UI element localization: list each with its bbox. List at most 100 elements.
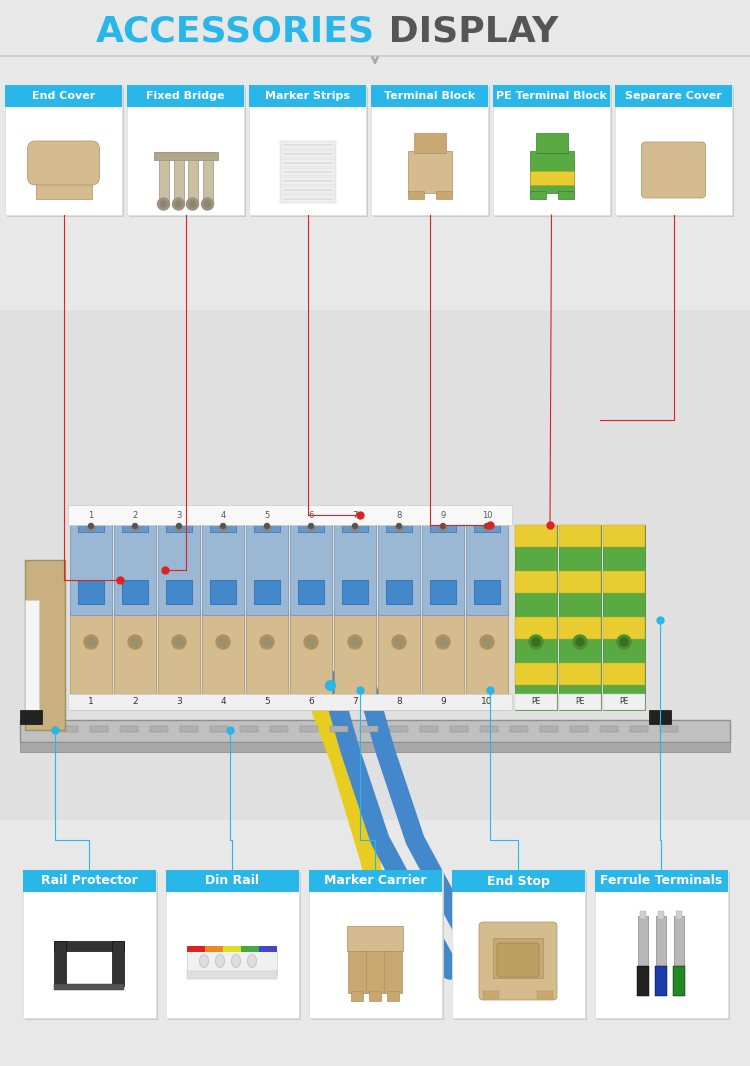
Text: 7: 7 <box>352 697 358 707</box>
Circle shape <box>133 523 137 529</box>
Bar <box>150 726 168 732</box>
Bar <box>310 872 443 1020</box>
Bar <box>298 520 324 532</box>
Text: PE: PE <box>531 697 541 707</box>
Circle shape <box>88 523 94 529</box>
Circle shape <box>573 635 587 649</box>
Bar <box>603 694 645 710</box>
Bar <box>390 726 408 732</box>
Bar <box>20 710 42 724</box>
Bar <box>127 85 244 215</box>
Bar <box>378 610 420 710</box>
Bar <box>122 520 148 532</box>
Bar <box>407 151 452 193</box>
Bar <box>35 169 92 199</box>
Bar <box>559 571 601 593</box>
FancyBboxPatch shape <box>479 922 557 1000</box>
Bar <box>559 617 601 639</box>
Text: 1: 1 <box>88 511 94 519</box>
Bar <box>241 946 259 952</box>
Circle shape <box>205 201 211 207</box>
Bar <box>515 663 557 685</box>
Circle shape <box>483 637 491 646</box>
Bar <box>637 966 649 996</box>
Circle shape <box>190 201 196 207</box>
Circle shape <box>306 521 316 531</box>
Text: 6: 6 <box>308 697 314 707</box>
Bar <box>371 85 488 107</box>
Circle shape <box>532 637 540 646</box>
Bar <box>158 610 200 710</box>
Bar <box>530 171 574 185</box>
Bar <box>540 726 558 732</box>
Bar <box>430 520 456 532</box>
Bar <box>630 726 648 732</box>
Bar <box>173 160 184 204</box>
Bar <box>25 872 158 1020</box>
Bar <box>515 617 557 639</box>
Bar <box>557 191 574 199</box>
Circle shape <box>350 521 360 531</box>
Bar <box>22 870 155 1018</box>
Circle shape <box>392 635 406 649</box>
Text: DISPLAY: DISPLAY <box>376 15 558 49</box>
Bar <box>595 870 728 892</box>
Bar <box>603 663 645 685</box>
Bar <box>347 926 403 951</box>
Circle shape <box>87 637 95 646</box>
Bar <box>300 726 318 732</box>
Text: 2: 2 <box>132 697 138 707</box>
Text: Terminal Block: Terminal Block <box>384 91 476 101</box>
Bar <box>129 87 246 217</box>
Bar <box>603 571 645 593</box>
Bar <box>603 617 645 639</box>
Ellipse shape <box>200 954 208 968</box>
Bar <box>530 151 574 193</box>
Bar <box>240 726 258 732</box>
Bar <box>570 726 588 732</box>
Circle shape <box>131 637 139 646</box>
Bar <box>22 870 155 892</box>
Circle shape <box>216 635 230 649</box>
Bar <box>656 916 666 968</box>
Bar <box>54 941 124 951</box>
Bar <box>466 610 508 710</box>
Circle shape <box>480 635 494 649</box>
Text: 3: 3 <box>176 697 182 707</box>
Bar <box>20 720 730 742</box>
Circle shape <box>617 635 631 649</box>
Bar <box>617 87 734 217</box>
Ellipse shape <box>215 954 224 968</box>
Bar <box>660 726 678 732</box>
Text: 5: 5 <box>264 511 270 519</box>
Text: 4: 4 <box>220 511 226 519</box>
Bar <box>54 984 124 990</box>
Bar <box>454 872 586 1020</box>
Bar <box>474 520 500 532</box>
Bar <box>559 524 601 710</box>
Circle shape <box>308 523 314 529</box>
Circle shape <box>160 201 166 207</box>
Bar <box>386 580 412 604</box>
Bar <box>78 580 104 604</box>
Bar <box>167 872 301 1020</box>
Bar <box>290 610 332 710</box>
FancyBboxPatch shape <box>497 943 539 978</box>
Bar <box>259 946 277 952</box>
Bar <box>114 610 156 710</box>
Text: End Cover: End Cover <box>32 91 95 101</box>
Bar <box>20 742 730 752</box>
Bar <box>673 966 685 996</box>
Bar <box>202 160 212 204</box>
Circle shape <box>218 521 228 531</box>
Bar <box>342 580 368 604</box>
FancyBboxPatch shape <box>28 141 100 185</box>
Circle shape <box>348 635 362 649</box>
Bar <box>600 726 618 732</box>
Bar <box>407 191 424 199</box>
Bar <box>187 971 277 979</box>
Text: PE Terminal Block: PE Terminal Block <box>496 91 607 101</box>
Bar <box>649 710 671 724</box>
Bar <box>559 524 601 547</box>
Bar <box>603 524 645 710</box>
